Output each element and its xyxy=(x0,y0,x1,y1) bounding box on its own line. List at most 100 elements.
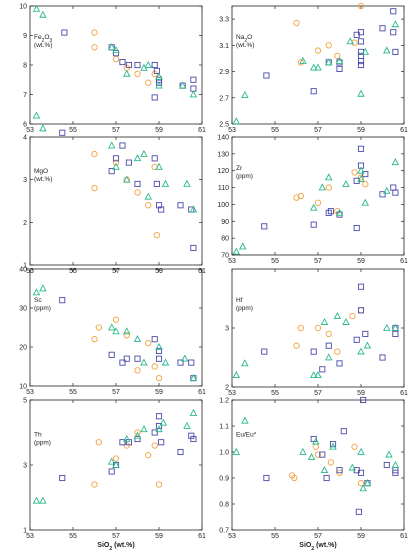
y-tick-label: 3.1 xyxy=(219,43,229,50)
square-point xyxy=(190,435,197,443)
square-point xyxy=(125,61,132,69)
triangle-point xyxy=(241,359,249,367)
y-axis-unit: (wt.%) xyxy=(34,42,52,49)
square-point xyxy=(362,330,369,337)
x-axis-label: SiO2 (wt.%) xyxy=(299,542,336,550)
square-point xyxy=(108,351,115,358)
circle-point xyxy=(314,324,322,332)
triangle-point xyxy=(32,288,41,296)
triangle-point xyxy=(363,479,372,487)
y-tick-label: 5 xyxy=(23,398,27,405)
triangle-point xyxy=(391,158,400,166)
x-tick-label: 53 xyxy=(26,127,34,134)
circle-point xyxy=(312,443,319,450)
circle-point xyxy=(351,169,358,176)
triangle-point xyxy=(122,69,131,77)
square-point xyxy=(357,61,365,69)
circle-point xyxy=(112,159,120,166)
y-tick-label: 10 xyxy=(19,4,27,11)
y-axis-unit: (ppm) xyxy=(236,305,253,312)
triangle-point xyxy=(383,186,391,194)
x-tick-label: 53 xyxy=(228,390,236,397)
square-point xyxy=(392,469,399,476)
triangle-point xyxy=(309,203,318,211)
plot-frame xyxy=(231,268,405,388)
x-tick-label: 61 xyxy=(400,390,408,397)
y-tick-label: 1 xyxy=(23,263,27,270)
panel-7: 53 55 57 59 61 0.7 0.8 0.9 1.0 1.1 1.2 Eu/Eu* xyxy=(219,396,408,540)
square-point xyxy=(392,189,399,196)
square-point xyxy=(153,180,160,187)
square-point xyxy=(263,72,270,79)
triangle-point xyxy=(112,162,120,170)
x-tick-label: 61 xyxy=(400,533,408,540)
circle-point xyxy=(351,39,358,46)
triangle-point xyxy=(361,198,370,206)
square-point xyxy=(325,342,332,349)
circle-point xyxy=(145,452,152,459)
square-point xyxy=(119,142,126,149)
triangle-point xyxy=(161,358,170,366)
triangle-point xyxy=(307,453,316,461)
square-point xyxy=(119,59,126,66)
square-point xyxy=(59,297,66,304)
triangle-point xyxy=(155,81,163,89)
triangle-point xyxy=(241,416,249,424)
square-point xyxy=(123,355,130,362)
triangle-point xyxy=(39,496,47,504)
y-tick-label: 0.7 xyxy=(219,528,229,535)
y-tick-label: 70 xyxy=(221,253,229,260)
triangle-point xyxy=(39,284,47,292)
square-point xyxy=(379,25,386,32)
y-axis-unit: (ppm) xyxy=(34,305,51,312)
y-tick-label: 8 xyxy=(23,63,27,70)
circle-point xyxy=(91,44,98,51)
square-point xyxy=(357,469,365,476)
circle-point xyxy=(145,202,152,209)
y-tick-label: 20 xyxy=(19,345,27,352)
square-point xyxy=(319,451,326,458)
triangle-point xyxy=(391,460,400,468)
circle-point xyxy=(151,442,158,449)
triangle-point xyxy=(314,371,322,379)
circle-point xyxy=(351,443,358,450)
triangle-point xyxy=(346,37,355,45)
circle-point xyxy=(91,150,98,158)
triangle-point xyxy=(232,371,241,379)
y-tick-label: 2.7 xyxy=(219,95,229,102)
square-point xyxy=(134,180,141,187)
circle-point xyxy=(357,174,365,181)
square-point xyxy=(155,79,163,86)
y-tick-label: 0.8 xyxy=(219,502,229,509)
x-tick-label: 53 xyxy=(26,389,34,396)
x-tick-label: 55 xyxy=(271,258,279,265)
square-point xyxy=(362,171,369,178)
circle-point xyxy=(357,307,365,314)
triangle-point xyxy=(342,180,350,188)
triangle-point xyxy=(391,20,400,28)
square-point xyxy=(325,209,332,216)
circle-point xyxy=(155,375,163,382)
y-tick-label: 130 xyxy=(217,151,229,158)
square-point xyxy=(125,159,132,166)
square-point xyxy=(353,224,360,232)
square-point xyxy=(61,29,68,36)
triangle-point xyxy=(357,89,365,97)
triangle-point xyxy=(357,174,365,182)
triangle-point xyxy=(133,431,142,439)
square-point xyxy=(310,348,317,355)
triangle-point xyxy=(238,242,247,250)
square-point xyxy=(134,61,141,69)
square-point xyxy=(327,208,334,215)
y-axis-unit: (ppm) xyxy=(236,173,253,180)
triangle-point xyxy=(314,63,322,71)
circle-point xyxy=(314,199,322,206)
circle-point xyxy=(112,55,120,63)
triangle-point xyxy=(385,450,393,458)
square-point xyxy=(357,145,365,152)
plot-frame xyxy=(29,5,203,125)
square-point xyxy=(151,155,158,162)
plot-frame xyxy=(29,136,203,266)
y-axis-label: Hf xyxy=(236,297,243,304)
circle-point xyxy=(112,316,120,323)
